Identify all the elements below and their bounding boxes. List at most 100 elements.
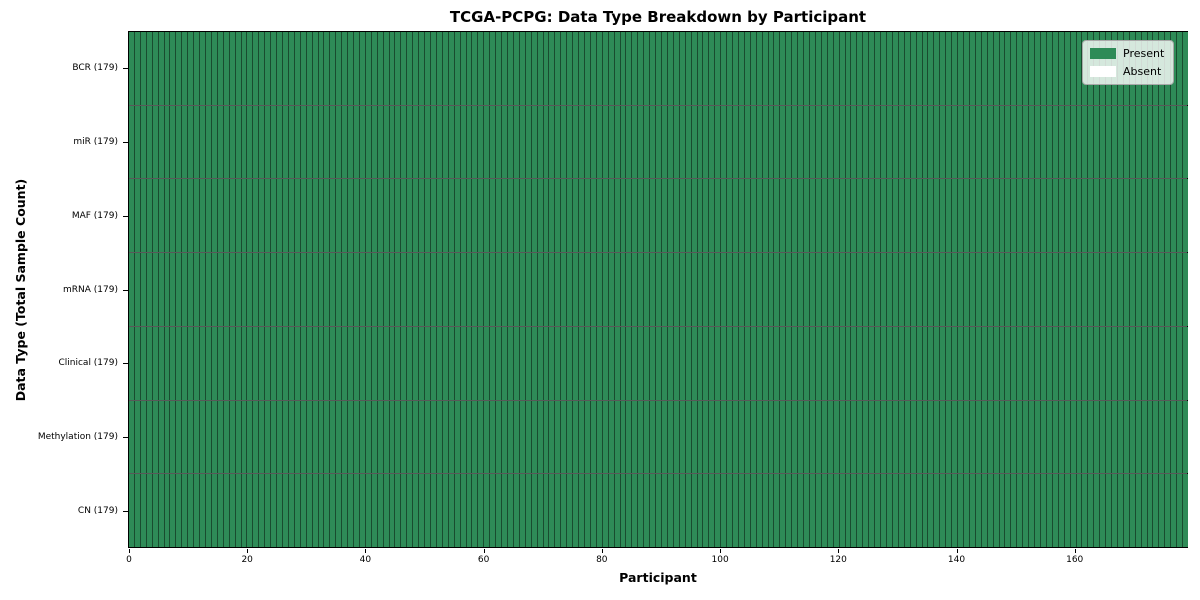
heatmap-cell xyxy=(200,326,206,400)
heatmap-cell xyxy=(1141,400,1148,474)
heatmap-cell xyxy=(898,474,905,548)
heatmap-cell xyxy=(241,253,248,326)
heatmap-cell xyxy=(963,400,970,474)
heatmap-cell xyxy=(981,474,988,548)
heatmap-cell xyxy=(727,179,734,253)
heatmap-cell xyxy=(1171,253,1178,326)
heatmap-cell xyxy=(963,474,970,548)
heatmap-cell xyxy=(277,253,283,326)
heatmap-cell xyxy=(863,400,870,474)
heatmap-cell xyxy=(401,474,408,548)
heatmap-cell xyxy=(821,474,828,548)
heatmap-cell xyxy=(448,32,455,105)
heatmap-cell xyxy=(1011,32,1018,105)
heatmap-cell xyxy=(1076,400,1083,474)
heatmap-cell xyxy=(1064,400,1071,474)
heatmap-cell xyxy=(946,179,953,253)
heatmap-cell xyxy=(810,105,816,179)
heatmap-cell xyxy=(584,32,591,105)
heatmap-cell xyxy=(129,179,135,253)
heatmap-cell xyxy=(188,474,195,548)
y-tick-label: miR (179) xyxy=(73,136,118,147)
heatmap-cell xyxy=(815,105,822,179)
heatmap-cell xyxy=(330,400,337,474)
heatmap-cell xyxy=(733,253,739,326)
heatmap-cell xyxy=(223,253,230,326)
heatmap-cell xyxy=(1040,474,1047,548)
heatmap-cell xyxy=(999,474,1006,548)
heatmap-cell xyxy=(579,326,585,400)
heatmap-cell xyxy=(508,253,514,326)
heatmap-cell xyxy=(697,179,704,253)
heatmap-cell xyxy=(786,474,793,548)
heatmap-cell xyxy=(431,179,437,253)
heatmap-cell xyxy=(969,105,976,179)
heatmap-cell xyxy=(1005,179,1012,253)
heatmap-cell xyxy=(460,474,467,548)
heatmap-cell xyxy=(1123,400,1130,474)
heatmap-cell xyxy=(223,32,230,105)
heatmap-cell xyxy=(590,105,597,179)
heatmap-cell xyxy=(543,179,550,253)
heatmap-cell xyxy=(282,179,289,253)
heatmap-cell xyxy=(946,253,953,326)
heatmap-cell xyxy=(898,253,905,326)
heatmap-cell xyxy=(419,474,426,548)
heatmap-cell xyxy=(638,32,645,105)
heatmap-cell xyxy=(1058,179,1065,253)
heatmap-cell xyxy=(993,326,1000,400)
heatmap-cell xyxy=(1159,105,1166,179)
heatmap-cell xyxy=(845,474,852,548)
heatmap-row-mir xyxy=(129,105,1189,180)
heatmap-cell xyxy=(448,400,455,474)
heatmap-cell xyxy=(567,474,574,548)
heatmap-cell xyxy=(1017,253,1024,326)
heatmap-cell xyxy=(502,326,508,400)
heatmap-cell xyxy=(1046,32,1053,105)
heatmap-cell xyxy=(1117,474,1124,548)
heatmap-cell xyxy=(863,32,870,105)
heatmap-cell xyxy=(1070,179,1077,253)
heatmap-cell xyxy=(827,253,834,326)
heatmap-cell xyxy=(1153,400,1160,474)
heatmap-cell xyxy=(922,179,929,253)
heatmap-cell xyxy=(1076,326,1083,400)
heatmap-cell xyxy=(425,105,432,179)
heatmap-cell xyxy=(484,474,491,548)
heatmap-cell xyxy=(318,326,325,400)
heatmap-cell xyxy=(519,474,526,548)
heatmap-cell xyxy=(584,253,591,326)
heatmap-cell xyxy=(987,326,994,400)
heatmap-cell xyxy=(336,105,343,179)
heatmap-cell xyxy=(969,253,976,326)
heatmap-cell xyxy=(247,253,254,326)
heatmap-cell xyxy=(940,400,947,474)
heatmap-cell xyxy=(904,326,911,400)
heatmap-cell xyxy=(389,179,396,253)
heatmap-cell xyxy=(620,400,627,474)
heatmap-cell xyxy=(940,326,947,400)
heatmap-cell xyxy=(1153,253,1160,326)
heatmap-cell xyxy=(211,32,218,105)
heatmap-cell xyxy=(490,326,497,400)
heatmap-cell xyxy=(271,105,278,179)
heatmap-cell xyxy=(650,179,657,253)
heatmap-cell xyxy=(152,105,159,179)
heatmap-cell xyxy=(342,474,349,548)
heatmap-cell xyxy=(182,32,189,105)
heatmap-cell xyxy=(519,326,526,400)
heatmap-cell xyxy=(756,400,763,474)
heatmap-cell xyxy=(265,253,272,326)
heatmap-cell xyxy=(839,32,846,105)
heatmap-cell xyxy=(508,326,514,400)
heatmap-cell xyxy=(1123,253,1130,326)
heatmap-cell xyxy=(348,253,355,326)
heatmap-cell xyxy=(584,179,591,253)
heatmap-cell xyxy=(1035,105,1041,179)
heatmap-cell xyxy=(1052,253,1059,326)
heatmap-cell xyxy=(188,326,195,400)
heatmap-cell xyxy=(205,179,212,253)
heatmap-cell xyxy=(241,400,248,474)
heatmap-cell xyxy=(407,474,414,548)
heatmap-cell xyxy=(1005,105,1012,179)
